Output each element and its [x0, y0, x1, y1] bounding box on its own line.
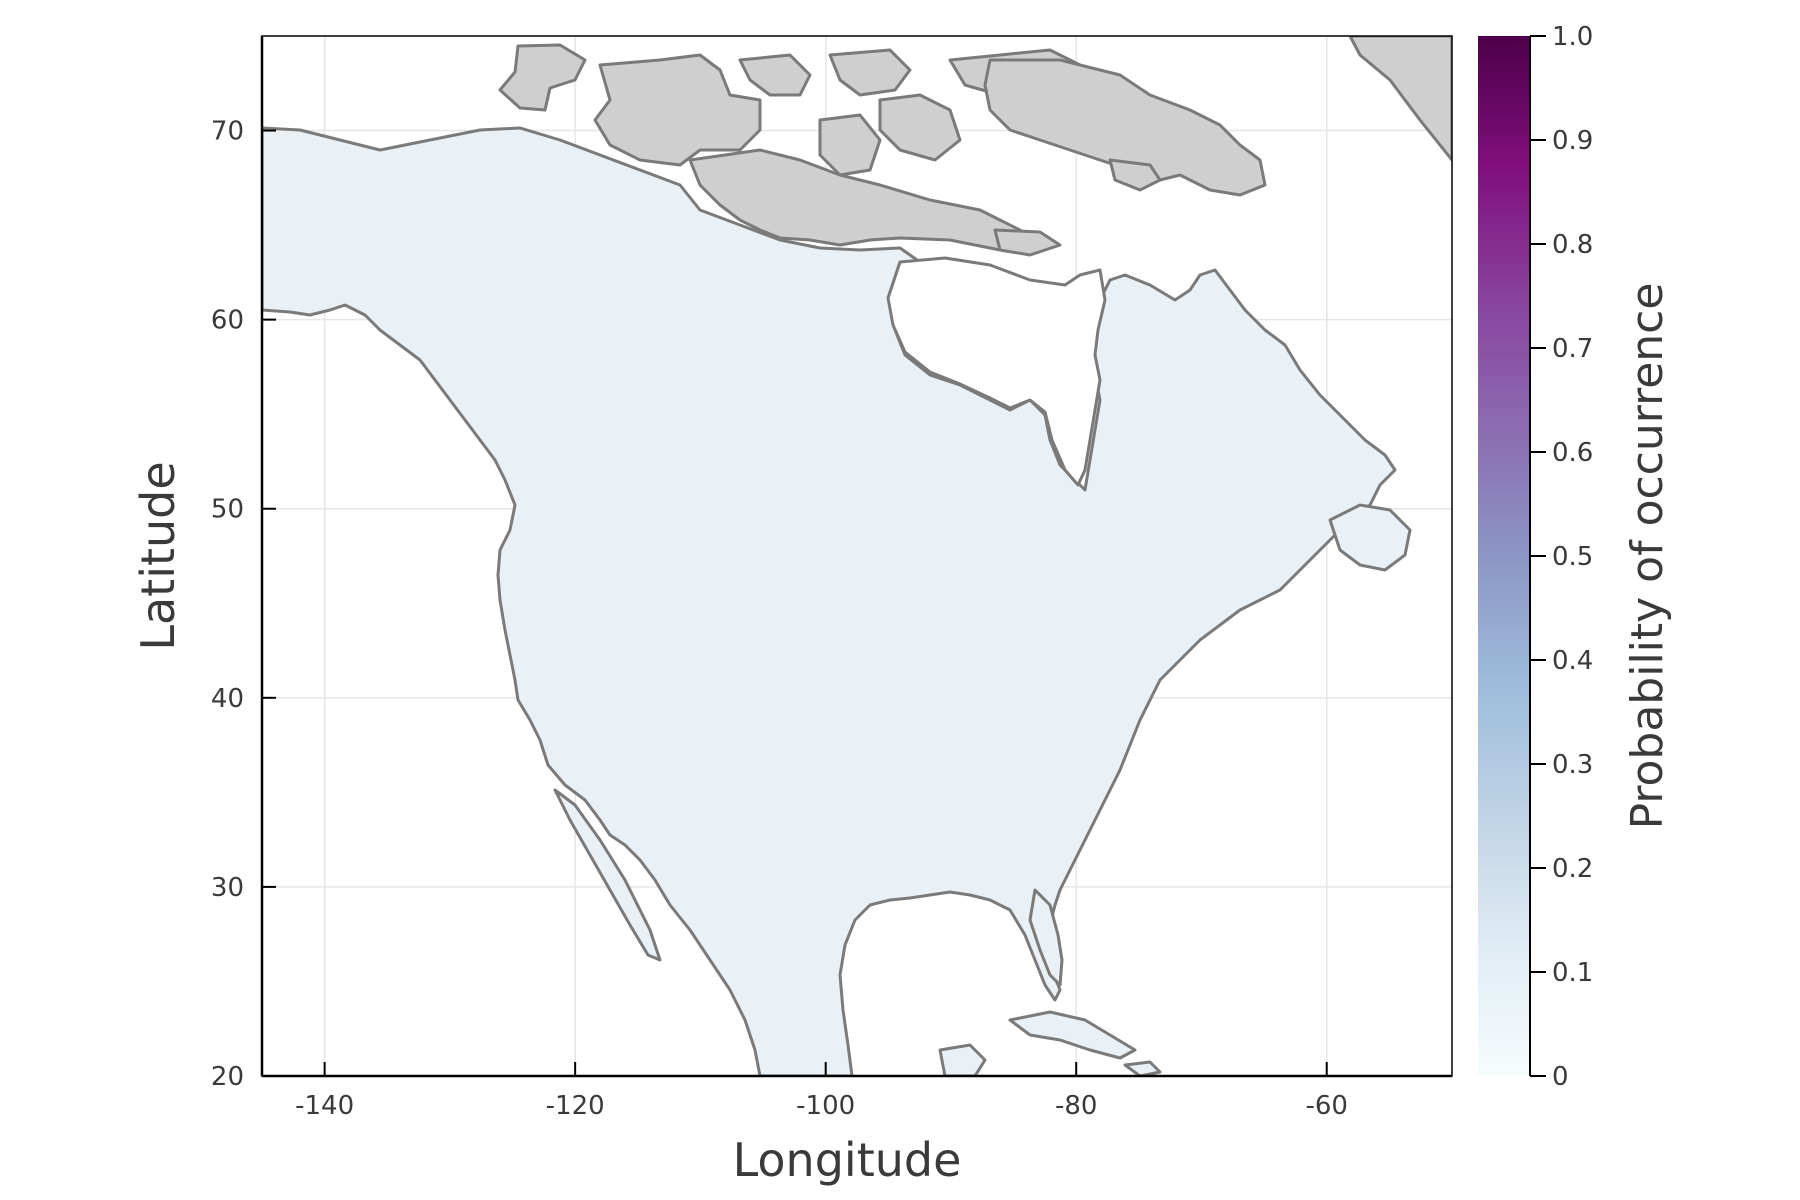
x-tick-label: -140 — [295, 1091, 354, 1121]
colorbar-tick-label: 0.9 — [1552, 126, 1593, 156]
y-axis-title: Latitude — [131, 461, 185, 650]
x-axis-ticks: -140 -120 -100 -80 -60 — [295, 1062, 1348, 1121]
y-tick-label: 60 — [211, 306, 244, 336]
colorbar-tick-label: 0 — [1552, 1062, 1569, 1092]
caribbean-islands — [938, 1010, 1162, 1076]
plot-frame — [260, 35, 1453, 1078]
colorbar-tick-label: 0.2 — [1552, 854, 1593, 884]
y-tick-label: 20 — [211, 1062, 244, 1092]
y-tick-label: 40 — [211, 684, 244, 714]
x-tick-label: -60 — [1306, 1091, 1348, 1121]
x-tick-label: -100 — [796, 1091, 855, 1121]
y-tick-label: 70 — [211, 117, 244, 147]
colorbar-title: Probability of occurrence — [1622, 283, 1673, 830]
colorbar-tick-label: 0.6 — [1552, 438, 1593, 468]
x-tick-label: -80 — [1055, 1091, 1097, 1121]
colorbar-tick-label: 0.8 — [1552, 230, 1593, 260]
y-tick-label: 50 — [211, 495, 244, 525]
colorbar-tick-label: 0.1 — [1552, 958, 1593, 988]
colorbar-gradient — [1478, 36, 1530, 1076]
y-tick-label: 30 — [211, 873, 244, 903]
colorbar-tick-label: 0.5 — [1552, 542, 1593, 572]
continent-probability-surface — [262, 126, 1412, 1076]
x-tick-label: -120 — [546, 1091, 605, 1121]
x-axis-title: Longitude — [733, 1133, 962, 1187]
colorbar-tick-label: 1.0 — [1552, 22, 1593, 52]
colorbar-tick-label: 0.4 — [1552, 646, 1593, 676]
colorbar-tick-label: 0.7 — [1552, 334, 1593, 364]
colorbar-tick-label: 0.3 — [1552, 750, 1593, 780]
colorbar-ticks: 0 0.1 0.2 0.3 0.4 0.5 0.6 0.7 0.8 0.9 1.0 — [1530, 22, 1593, 1092]
arctic-islands-no-data — [498, 36, 1452, 257]
y-axis-ticks: 20 30 40 50 60 70 — [211, 117, 276, 1092]
